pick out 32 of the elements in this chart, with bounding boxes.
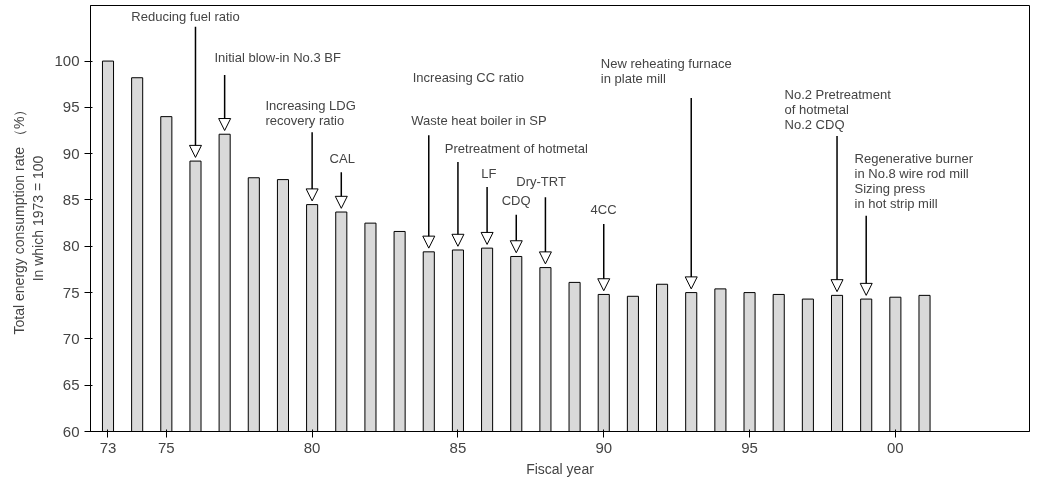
y-tick-label: 75 [62, 283, 80, 301]
annotation: New reheating furnace in plate mill [600, 55, 732, 86]
y-tick-label: 70 [62, 329, 80, 347]
y-tick-label: 80 [62, 237, 80, 255]
annotation: Pretreatment of hotmetal [444, 140, 588, 156]
x-tick-label: 90 [595, 438, 613, 456]
annotation: CAL [329, 150, 355, 166]
annotation: Reducing fuel ratio [131, 9, 240, 25]
y-tick-label: 65 [62, 376, 80, 394]
x-axis-title: Fiscal year [526, 460, 595, 477]
y-tick-label: 85 [62, 190, 80, 208]
y-tick-label: 90 [62, 144, 80, 162]
y-tick-label: 95 [62, 98, 80, 116]
x-tick-label: 80 [303, 438, 321, 456]
x-tick-label: 75 [157, 438, 175, 456]
y-axis-title: Total energy consumption rate （%） In which 1973 = 100 [11, 102, 47, 335]
annotation: LF [481, 165, 497, 181]
x-tick-label: 00 [887, 438, 904, 456]
annotation: CDQ [501, 193, 531, 209]
x-tick-label: 73 [99, 438, 117, 456]
y-tick-label: 100 [54, 52, 80, 70]
x-tick-label: 85 [449, 438, 467, 456]
annotation: 4CC [590, 201, 617, 217]
annotation: Dry-TRT [516, 174, 566, 190]
y-tick-label: 60 [62, 422, 80, 440]
annotation: No.2 Pretreatment of hotmetal No.2 CDQ [784, 87, 892, 132]
annotation: Waste heat boiler in SP [411, 112, 547, 128]
annotation: Initial blow-in No.3 BF [214, 49, 341, 65]
annotation: Increasing CC ratio [412, 70, 525, 86]
annotation: Regenerative burner in No.8 wire rod mill Sizing press in hot strip mill [854, 150, 974, 211]
x-tick-label: 95 [741, 438, 758, 456]
annotation: Increasing LDG recovery ratio [265, 98, 356, 129]
